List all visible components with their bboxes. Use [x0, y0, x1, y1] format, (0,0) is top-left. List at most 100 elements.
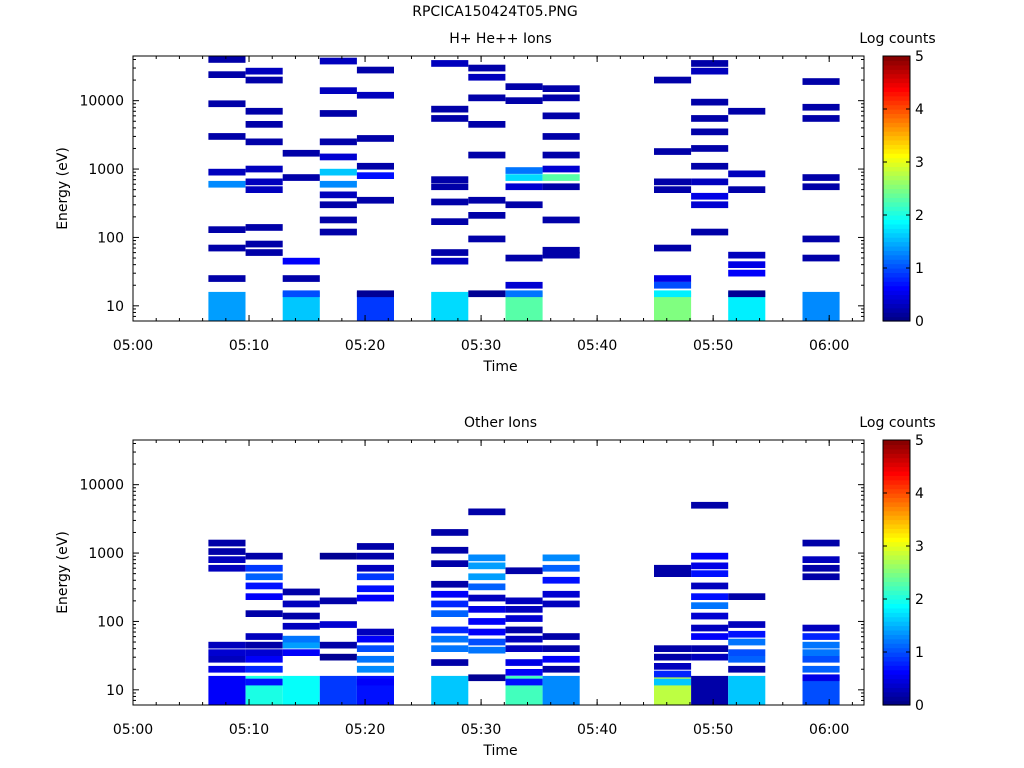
heatmap-cell [208, 556, 246, 563]
heatmap-cell [691, 552, 729, 560]
heatmap-cell [208, 275, 246, 282]
heatmap-cell [431, 645, 469, 652]
colorbar-tick-label: 0 [915, 698, 924, 714]
heatmap-cell [691, 201, 729, 209]
colorbar-band [883, 691, 910, 697]
colorbar-tick-label: 2 [915, 592, 924, 608]
heatmap-cell [802, 183, 840, 191]
colorbar-band [883, 700, 910, 706]
heatmap-cell [468, 94, 506, 102]
heatmap-cell [431, 626, 469, 634]
heatmap-cell [654, 244, 692, 252]
heatmap-cell [505, 635, 543, 643]
colorbar-band [883, 510, 910, 516]
panel-h-he-ions: H+ He++ Ions 05:00 05:10 05:20 05:30 05:40 05:… [55, 31, 936, 375]
heatmap-cell [505, 645, 543, 652]
heatmap-cell [802, 103, 840, 111]
heatmap-cell [245, 552, 283, 560]
heatmap-cell [245, 655, 283, 663]
heatmap-cell [282, 649, 320, 656]
colorbar-band [883, 515, 910, 521]
heatmap-cell [431, 183, 469, 191]
heatmap-cell [431, 218, 469, 225]
heatmap-cell [691, 602, 729, 609]
heatmap-cell [505, 615, 543, 622]
colorbar-band [883, 316, 910, 322]
heatmap-cell [505, 97, 543, 104]
colorbar-band [883, 268, 910, 274]
colorbar-band [883, 594, 910, 600]
heatmap-cell [654, 76, 692, 84]
y-axis-label: Energy (eV) [55, 531, 71, 614]
colorbar-tick-label: 0 [915, 314, 924, 330]
heatmap-cell [468, 64, 506, 72]
heatmap-cell [542, 85, 580, 92]
x-tick-label: 05:10 [229, 338, 269, 354]
heatmap-cell [282, 149, 320, 157]
heatmap-cell [654, 178, 692, 186]
colorbar-band [883, 298, 910, 304]
colorbar-band [883, 175, 910, 181]
heatmap-cell [208, 133, 246, 140]
colorbar-band [883, 272, 910, 278]
colorbar-band [883, 532, 910, 538]
heatmap-cell [691, 582, 729, 590]
heatmap-cell [319, 621, 357, 628]
colorbar-band [883, 440, 910, 446]
x-tick-label: 05:20 [345, 722, 385, 738]
heatmap-cell [431, 291, 469, 321]
heatmap-cell [691, 162, 729, 170]
colorbar-tick-label: 2 [915, 208, 924, 224]
colorbar-band [883, 537, 910, 543]
heatmap-cell [319, 597, 357, 605]
plot-frame [132, 439, 865, 706]
heatmap-cell [505, 281, 543, 289]
heatmap-cell [356, 564, 394, 572]
colorbar-band [883, 228, 910, 234]
heatmap-cell [654, 564, 692, 572]
heatmap-cell [431, 257, 469, 265]
heatmap-cells [208, 56, 840, 321]
colorbar-band [883, 647, 910, 653]
heatmap-cell [245, 564, 283, 572]
heatmap-cell [691, 115, 729, 122]
heatmap-cell [208, 539, 246, 547]
colorbar-band [883, 312, 910, 318]
heatmap-cell [319, 138, 357, 146]
heatmap-cell [654, 645, 692, 652]
heatmap-cell [431, 176, 469, 183]
heatmap-cell [468, 151, 506, 159]
colorbar-band [883, 493, 910, 499]
colorbar-band [883, 665, 910, 671]
heatmap-cell [654, 186, 692, 193]
heatmap-cell [431, 580, 469, 588]
heatmap-cell [282, 612, 320, 620]
heatmap-cell [245, 76, 283, 84]
heatmap-cell [282, 174, 320, 181]
colorbar-band [883, 259, 910, 265]
colorbar-tick-label: 5 [915, 433, 924, 449]
colorbar-band [883, 607, 910, 613]
x-tick-label: 05:20 [345, 338, 385, 354]
heatmap-cell [282, 675, 320, 705]
heatmap-cell [802, 633, 840, 640]
colorbar-band [883, 590, 910, 596]
heatmap-cell [802, 174, 840, 181]
heatmap-cell [728, 638, 766, 646]
heatmap-cell [245, 240, 283, 248]
colorbar-band [883, 572, 910, 578]
colorbar-band [883, 475, 910, 481]
heatmap-cell [319, 653, 357, 661]
heatmap-cell [728, 269, 766, 277]
heatmap-cell [542, 554, 580, 562]
colorbar-band [883, 126, 910, 132]
heatmap-cell [654, 653, 692, 661]
heatmap-cell [282, 641, 320, 649]
heatmap-cell [468, 508, 506, 516]
heatmap-cell [542, 633, 580, 640]
heatmap-cell [542, 174, 580, 181]
heatmap-cell [802, 674, 840, 682]
colorbar-band [883, 95, 910, 101]
heatmap-cell [245, 67, 283, 75]
colorbar-band [883, 263, 910, 269]
